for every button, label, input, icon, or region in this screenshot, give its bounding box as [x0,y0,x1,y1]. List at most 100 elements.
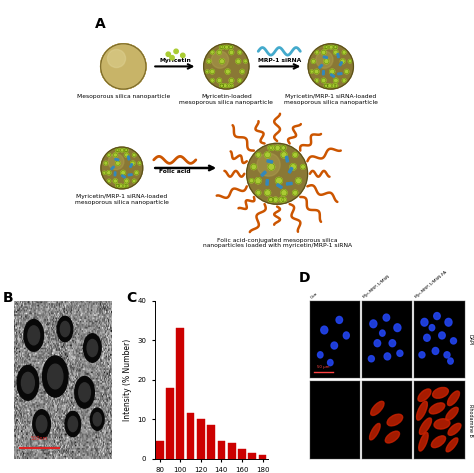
Circle shape [119,184,123,187]
Circle shape [75,377,94,408]
Circle shape [281,190,287,196]
Circle shape [255,178,261,184]
Ellipse shape [370,423,380,440]
Circle shape [68,416,78,431]
Circle shape [314,70,319,74]
Circle shape [100,44,146,89]
Bar [286,182,292,185]
Circle shape [282,197,286,202]
Circle shape [43,356,68,397]
Circle shape [296,178,301,184]
Circle shape [219,45,223,49]
Ellipse shape [417,401,428,420]
Text: Folic acid-conjugated mesoporous silica
nanoparticles loaded with myricetin/MRP-: Folic acid-conjugated mesoporous silica … [202,237,352,248]
Ellipse shape [419,352,425,358]
Circle shape [124,149,128,152]
Circle shape [279,197,284,202]
Text: Myricetin-loaded
mesoporous silica nanoparticle: Myricetin-loaded mesoporous silica nanop… [179,94,273,105]
Circle shape [240,70,245,74]
Ellipse shape [383,314,390,321]
Circle shape [282,146,286,150]
Ellipse shape [446,407,458,420]
Circle shape [280,145,285,150]
Text: Rhodamine B: Rhodamine B [467,403,473,437]
Circle shape [334,78,338,83]
Circle shape [217,79,221,83]
Circle shape [103,171,106,174]
Circle shape [321,50,326,54]
Circle shape [116,161,120,166]
Ellipse shape [389,340,396,347]
Circle shape [101,147,143,189]
Circle shape [181,53,185,58]
Circle shape [238,79,242,82]
Ellipse shape [434,419,450,429]
Ellipse shape [370,320,377,328]
Circle shape [17,366,39,400]
Bar [337,53,339,58]
Circle shape [107,171,111,175]
Circle shape [308,44,354,89]
Circle shape [315,51,319,54]
Circle shape [236,59,241,63]
Circle shape [324,59,329,64]
Circle shape [60,322,70,337]
Circle shape [87,340,98,357]
Ellipse shape [429,403,445,414]
Circle shape [113,179,118,183]
Circle shape [273,197,278,202]
Ellipse shape [421,318,428,326]
Circle shape [210,70,214,74]
Circle shape [108,50,126,68]
Circle shape [340,59,345,63]
Ellipse shape [447,391,459,405]
Text: Myricetin/MRP-1 siRNA-loaded
mesoporous silica nanoparticle: Myricetin/MRP-1 siRNA-loaded mesoporous … [284,94,378,105]
Circle shape [301,165,305,169]
Circle shape [125,153,128,157]
Ellipse shape [448,358,453,364]
Circle shape [329,45,333,49]
Bar [176,328,184,459]
Circle shape [21,372,34,393]
Circle shape [311,59,316,63]
Circle shape [123,184,127,187]
Circle shape [275,145,280,150]
Circle shape [345,70,349,74]
Circle shape [100,44,146,89]
Circle shape [229,50,234,54]
Circle shape [334,84,337,88]
Circle shape [324,84,328,88]
Circle shape [228,84,231,88]
Bar [207,425,215,459]
Circle shape [47,364,63,389]
Ellipse shape [397,350,403,356]
Circle shape [268,146,273,150]
Bar [187,413,194,459]
Bar [330,74,335,78]
Text: Myricetin/MRP-1 siRNA-loaded
mesoporous silica nanoparticle: Myricetin/MRP-1 siRNA-loaded mesoporous … [75,194,169,205]
Circle shape [113,153,118,157]
Circle shape [342,79,346,82]
Text: Myr-MRP-1/MSN-FA: Myr-MRP-1/MSN-FA [414,270,448,299]
Circle shape [348,60,352,63]
Circle shape [33,410,50,438]
Ellipse shape [328,359,333,366]
Y-axis label: Intensity (% Number): Intensity (% Number) [123,339,132,421]
Circle shape [324,45,328,49]
Circle shape [334,50,338,54]
Circle shape [210,79,214,82]
Bar [323,56,328,59]
Circle shape [225,69,230,74]
Text: Folic acid: Folic acid [159,169,191,175]
Bar [228,443,236,459]
Text: 500nm: 500nm [31,437,48,441]
Text: Myricetin: Myricetin [159,58,191,63]
Bar [114,172,116,176]
Ellipse shape [321,326,328,334]
Circle shape [131,161,135,166]
Circle shape [104,161,108,165]
Ellipse shape [380,330,385,336]
Bar [259,455,266,459]
Circle shape [91,408,104,430]
Bar [288,167,293,173]
